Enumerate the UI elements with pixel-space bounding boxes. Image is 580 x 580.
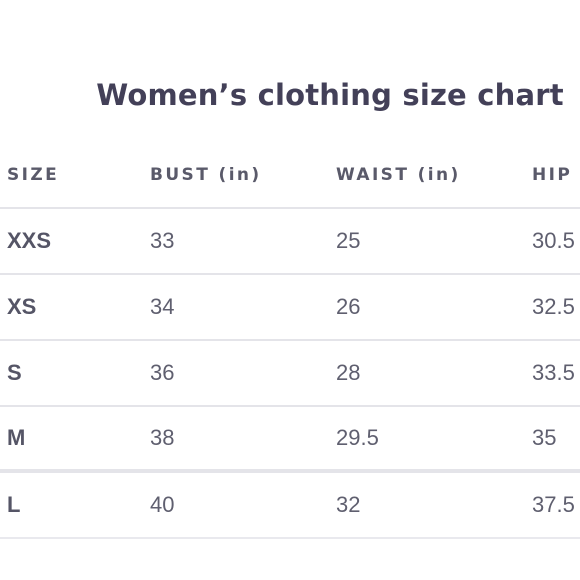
hip-cell: 30.5 xyxy=(532,228,575,253)
waist-cell: 28 xyxy=(336,360,361,385)
hip-cell: 33.5 xyxy=(532,360,575,385)
size-cell: XS xyxy=(7,294,37,319)
hip-cell: 32.5 xyxy=(532,294,575,319)
size-cell: S xyxy=(7,360,22,385)
size-cell: XXS xyxy=(7,228,52,253)
column-header-hip: HIP xyxy=(532,165,573,185)
waist-cell: 29.5 xyxy=(336,425,379,450)
table-header-row: SIZE BUST (in) WAIST (in) HIP xyxy=(0,140,580,209)
bust-cell: 33 xyxy=(150,228,175,253)
waist-cell: 26 xyxy=(336,294,361,319)
table-row: L 40 32 37.5 xyxy=(0,473,580,539)
column-header-size: SIZE xyxy=(7,165,60,185)
table-row: XXS 33 25 30.5 xyxy=(0,209,580,275)
table-row: XS 34 26 32.5 xyxy=(0,275,580,341)
bust-cell: 38 xyxy=(150,425,175,450)
hip-cell: 37.5 xyxy=(532,492,575,517)
waist-cell: 32 xyxy=(336,492,361,517)
bust-cell: 36 xyxy=(150,360,175,385)
size-chart-table: SIZE BUST (in) WAIST (in) HIP XXS 33 25 … xyxy=(0,140,580,539)
column-header-bust: BUST (in) xyxy=(150,165,262,185)
table-row: M 38 29.5 35 xyxy=(0,407,580,473)
size-cell: M xyxy=(7,425,26,450)
table-row: S 36 28 33.5 xyxy=(0,341,580,407)
size-cell: L xyxy=(7,492,21,517)
hip-cell: 35 xyxy=(532,425,557,450)
bust-cell: 34 xyxy=(150,294,175,319)
column-header-waist: WAIST (in) xyxy=(336,165,461,185)
bust-cell: 40 xyxy=(150,492,175,517)
page-title: Women’s clothing size chart xyxy=(96,78,564,112)
waist-cell: 25 xyxy=(336,228,361,253)
